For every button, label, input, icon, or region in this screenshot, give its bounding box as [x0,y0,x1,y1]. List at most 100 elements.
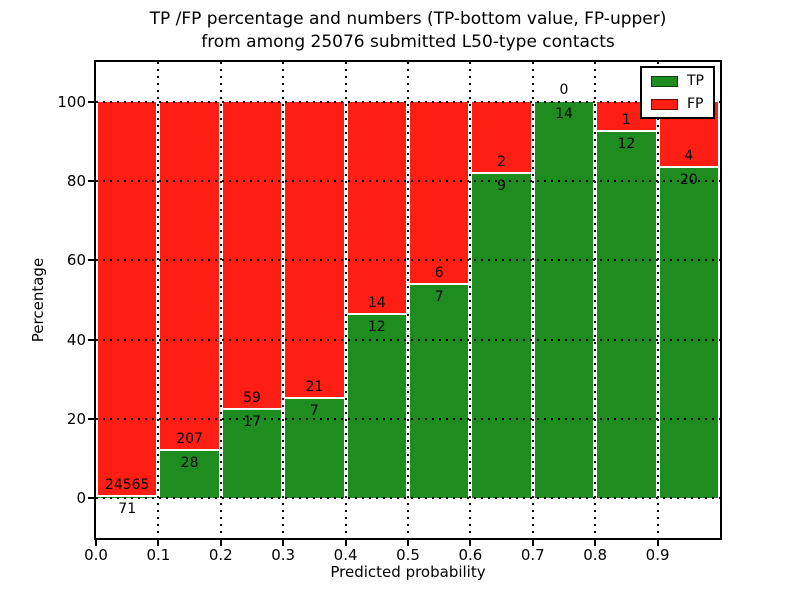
x-tick-label: 0.0 [84,546,108,564]
bar-segment-separator [160,449,219,452]
bar-count-label-tp: 28 [180,455,199,472]
x-tick-mark [469,540,472,546]
bar-count-label-fp: 14 [367,295,386,312]
y-tick-label: 60 [66,251,86,270]
bar-segment-tp [410,284,469,499]
chart-title-line2: from among 25076 submitted L50-type cont… [201,32,615,52]
bar-count-label-fp: 1 [621,112,631,129]
plot-area: TP FP 24565 71 207 28 59 17 21 7 14 12 6 7 2 9 0 14 1 12 4 2… [94,60,722,540]
y-tick-mark [88,418,94,420]
bar-count-label-tp: 7 [309,403,319,420]
x-tick-mark [95,540,97,546]
bar-count-label-tp: 20 [679,171,698,188]
bar-segment-fp [285,101,344,400]
bar-count-label-tp: 12 [367,319,386,336]
bar-count-label-fp: 6 [434,264,444,281]
gridline-v [531,62,534,538]
bar-segment-separator [285,397,344,400]
bar-segment-tp [285,399,344,499]
bar-segment-separator [659,165,718,168]
chart-title-line1: TP /FP percentage and numbers (TP-bottom… [149,9,667,29]
bar-count-label-tp: 12 [617,136,636,153]
bar-segment-separator [347,313,406,316]
x-tick-mark [407,540,409,546]
y-axis-label: Percentage [29,257,47,343]
x-tick-mark [219,540,222,546]
bar-count-label-tp: 14 [555,105,573,122]
y-tick-label: 40 [66,330,86,349]
bar-segment-fp [160,101,219,452]
x-tick-mark [157,540,160,546]
bar-segment-tp [597,132,656,499]
bar-segment-fp [222,101,282,410]
bar-segment-fp [410,101,469,285]
bar-segment-separator [410,282,469,285]
x-tick-label: 0.9 [645,546,670,564]
legend-entry-fp: FP [651,97,704,111]
bar-segment-separator [597,130,656,133]
x-tick-mark [656,540,659,546]
x-tick-mark [282,540,285,546]
y-tick-mark [88,180,94,182]
gridline-v [344,62,347,538]
bar-count-label-tp: 9 [497,177,507,194]
bar-count-label-fp: 0 [559,81,569,98]
x-axis-label: Predicted probability [330,563,486,581]
bar-count-label-fp: 59 [243,389,261,406]
bar-count-label-fp: 4 [684,147,694,164]
y-tick-mark [88,497,94,500]
chart-title: TP /FP percentage and numbers (TP-bottom… [96,8,720,54]
y-tick-label: 80 [66,172,86,190]
bar-segment-tp [472,173,531,499]
bar-segment-tp [534,101,594,499]
bar-segment-separator [222,407,282,410]
bar-segment-separator [98,495,157,498]
bar-count-label-fp: 207 [176,431,203,448]
gridline-v [469,62,472,538]
legend-swatch-fp [651,98,678,110]
x-tick-label: 0.5 [396,546,420,564]
x-tick-label: 0.8 [583,546,608,564]
y-tick-mark [88,259,94,262]
bar-count-label-tp: 71 [118,501,137,518]
y-tick-mark [88,338,94,341]
bar-segment-separator [472,171,531,174]
legend-swatch-tp [651,75,678,87]
x-tick-label: 0.4 [333,546,358,564]
legend-entry-tp: TP [651,74,704,88]
bar-count-label-fp: 21 [305,379,324,396]
gridline-v [282,62,285,538]
x-tick-mark [344,540,347,546]
bar-count-label-fp: 24565 [104,477,150,494]
gridline-v [407,62,409,538]
bar-segment-tp [347,315,406,499]
bar-count-label-tp: 17 [243,413,261,430]
x-tick-mark [531,540,534,546]
bar-segment-tp [222,409,282,499]
gridline-v [594,62,597,538]
x-tick-label: 0.1 [146,546,171,564]
y-tick-label: 0 [76,489,86,508]
y-tick-label: 100 [57,92,86,111]
legend: TP FP [640,66,715,119]
gridline-v [219,62,222,538]
bar-segment-fp [472,101,531,174]
legend-label-tp: TP [687,73,704,89]
x-tick-label: 0.2 [208,546,233,564]
bar-segment-fp [98,101,157,498]
y-tick-label: 20 [66,410,86,428]
bar-segment-tp [659,167,718,499]
bar-count-label-fp: 2 [497,153,507,170]
gridline-v [157,62,160,538]
gridline-v [656,62,659,538]
bar-segment-tp [160,451,219,499]
x-tick-label: 0.7 [520,546,545,564]
x-tick-label: 0.6 [458,546,483,564]
legend-label-fp: FP [687,96,704,112]
y-tick-mark [88,100,94,103]
x-tick-mark [594,540,597,546]
bar-count-label-tp: 7 [434,288,444,305]
x-tick-label: 0.3 [271,546,296,564]
bar-segment-fp [347,101,406,316]
